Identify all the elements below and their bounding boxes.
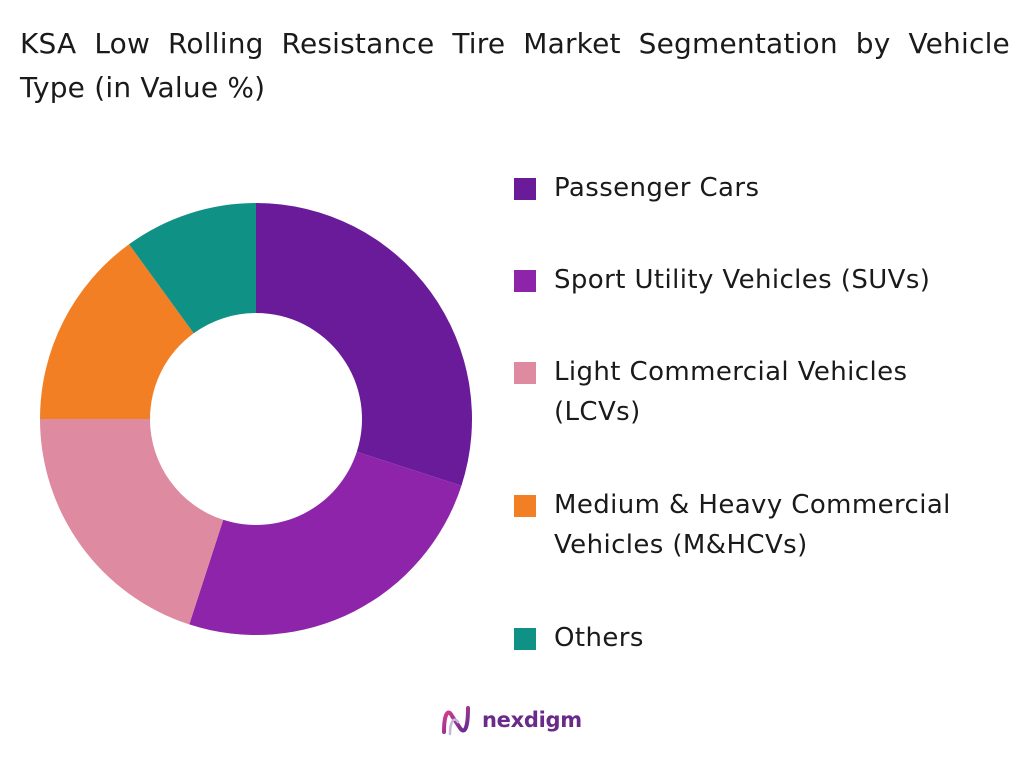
brand-logo: nexdigm (440, 702, 582, 738)
legend-label: Others (554, 623, 644, 653)
legend-swatch (514, 270, 536, 292)
legend-swatch (514, 628, 536, 650)
legend-label: Medium & Heavy Commercial Vehicles (M&HC… (554, 490, 951, 560)
chart-title: KSA Low Rolling Resistance Tire Market S… (20, 27, 1010, 104)
donut-slice-medium-heavy-commercial-vehicles-m-hcvs (40, 244, 194, 419)
legend-swatch (514, 362, 536, 384)
legend-label: Light Commercial Vehicles (LCVs) (554, 357, 908, 427)
legend-swatch (514, 178, 536, 200)
donut-slice-light-commercial-vehicles-lcvs (40, 419, 224, 625)
legend-item-others: Others (514, 618, 994, 658)
legend-label: Sport Utility Vehicles (SUVs) (554, 265, 931, 295)
donut-slice-passenger-cars (256, 203, 473, 486)
legend-item-lcvs: Light Commercial Vehicles (LCVs) (514, 352, 974, 432)
donut-slice-sport-utility-vehicles-suvs (189, 451, 462, 636)
legend-swatch (514, 495, 536, 517)
brand-name: nexdigm (482, 708, 582, 732)
legend-item-mhcvs: Medium & Heavy Commercial Vehicles (M&HC… (514, 485, 1024, 565)
legend-label: Passenger Cars (554, 173, 760, 203)
donut-slice-others (129, 203, 256, 334)
legend-item-suvs: Sport Utility Vehicles (SUVs) (514, 260, 994, 300)
nexdigm-logo-icon (442, 706, 470, 736)
legend-item-passenger-cars: Passenger Cars (514, 168, 994, 208)
